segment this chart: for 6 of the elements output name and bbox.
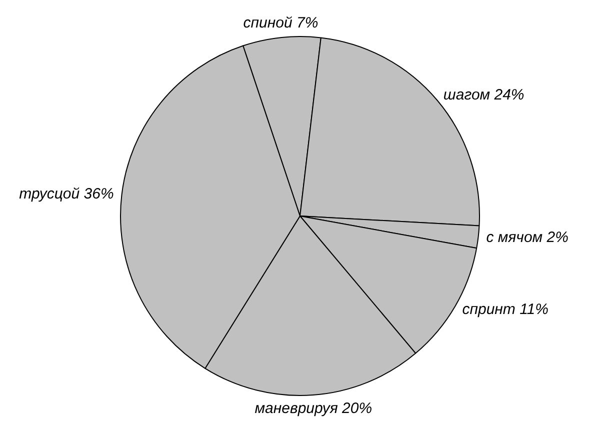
slice-label: трусцой 36%: [19, 185, 114, 202]
slice-label: с мячом 2%: [486, 229, 568, 246]
slice-label: шагом 24%: [443, 86, 524, 104]
slice-label: спринт 11%: [462, 301, 548, 318]
slice-label: маневрируя 20%: [254, 400, 372, 418]
slice-label: спиной 7%: [243, 14, 318, 32]
